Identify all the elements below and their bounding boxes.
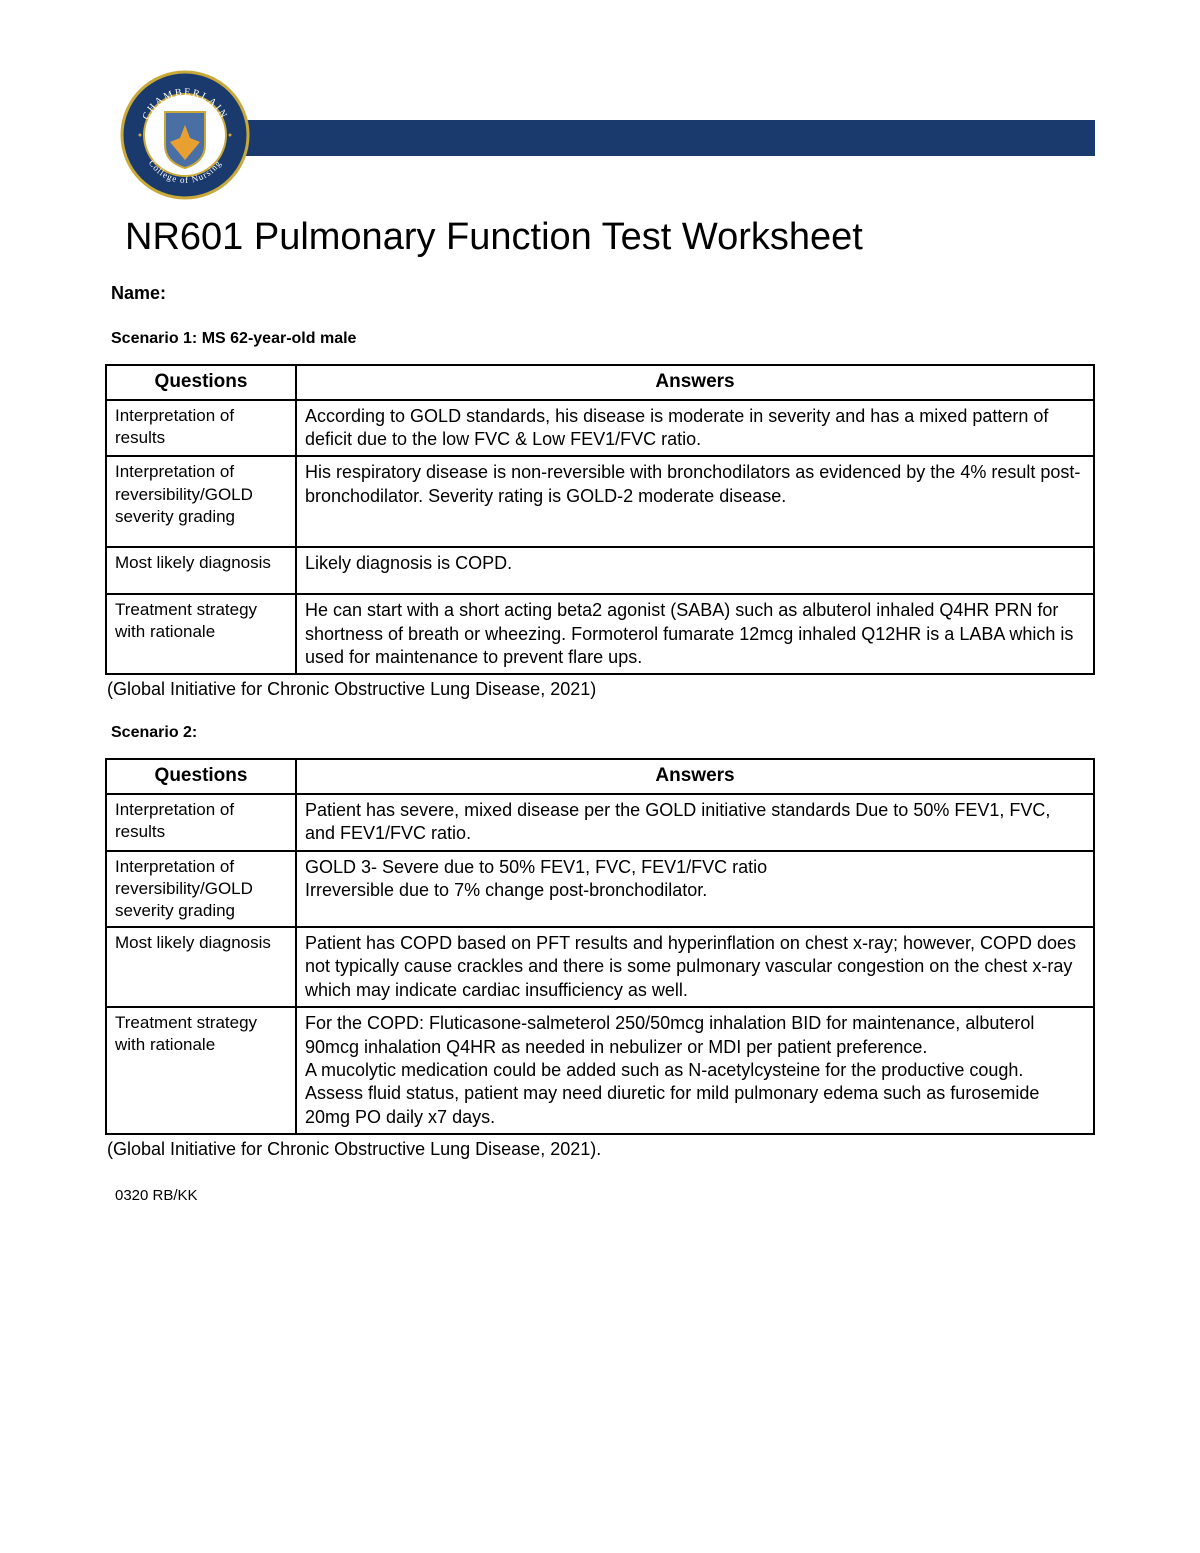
table-row: Interpretation of results Patient has se… [106, 794, 1094, 851]
table-row: Interpretation of results According to G… [106, 400, 1094, 457]
answer-cell: He can start with a short acting beta2 a… [296, 594, 1094, 674]
answer-cell: Patient has COPD based on PFT results an… [296, 927, 1094, 1007]
questions-header: Questions [106, 365, 296, 400]
scenario1-label: Scenario 1: MS 62-year-old male [111, 330, 1095, 348]
footer-code: 0320 RB/KK [115, 1187, 198, 1204]
table-row: Most likely diagnosis Likely diagnosis i… [106, 547, 1094, 594]
questions-header: Questions [106, 759, 296, 794]
scenario2-citation: (Global Initiative for Chronic Obstructi… [107, 1139, 1095, 1160]
answers-header: Answers [296, 365, 1094, 400]
answer-cell: Patient has severe, mixed disease per th… [296, 794, 1094, 851]
header-band [215, 120, 1095, 156]
scenario2-label: Scenario 2: [111, 724, 1095, 742]
name-label: Name: [111, 283, 1095, 304]
document-page: CHAMBERLAIN College of Nursing NR601 Pul… [0, 0, 1200, 1244]
table-row: Treatment strategy with rationale For th… [106, 1007, 1094, 1134]
document-title: NR601 Pulmonary Function Test Worksheet [125, 216, 1095, 259]
question-cell: Interpretation of reversibility/GOLD sev… [106, 851, 296, 927]
table-row: Interpretation of reversibility/GOLD sev… [106, 851, 1094, 927]
question-cell: Most likely diagnosis [106, 547, 296, 594]
question-cell: Interpretation of reversibility/GOLD sev… [106, 456, 296, 546]
answer-cell: GOLD 3- Severe due to 50% FEV1, FVC, FEV… [296, 851, 1094, 927]
table-row: Treatment strategy with rationale He can… [106, 594, 1094, 674]
question-cell: Treatment strategy with rationale [106, 1007, 296, 1134]
scenario2-table: Questions Answers Interpretation of resu… [105, 758, 1095, 1135]
answer-cell: Likely diagnosis is COPD. [296, 547, 1094, 594]
scenario1-citation: (Global Initiative for Chronic Obstructi… [107, 679, 1095, 700]
college-logo: CHAMBERLAIN College of Nursing [120, 70, 250, 205]
answers-header: Answers [296, 759, 1094, 794]
question-cell: Interpretation of results [106, 400, 296, 457]
table-row: Interpretation of reversibility/GOLD sev… [106, 456, 1094, 546]
question-cell: Interpretation of results [106, 794, 296, 851]
table-row: Most likely diagnosis Patient has COPD b… [106, 927, 1094, 1007]
answer-cell: For the COPD: Fluticasone-salmeterol 250… [296, 1007, 1094, 1134]
question-cell: Most likely diagnosis [106, 927, 296, 1007]
answer-cell: According to GOLD standards, his disease… [296, 400, 1094, 457]
chamberlain-logo-icon: CHAMBERLAIN College of Nursing [120, 70, 250, 200]
answer-cell: His respiratory disease is non-reversibl… [296, 456, 1094, 546]
question-cell: Treatment strategy with rationale [106, 594, 296, 674]
scenario1-table: Questions Answers Interpretation of resu… [105, 364, 1095, 675]
